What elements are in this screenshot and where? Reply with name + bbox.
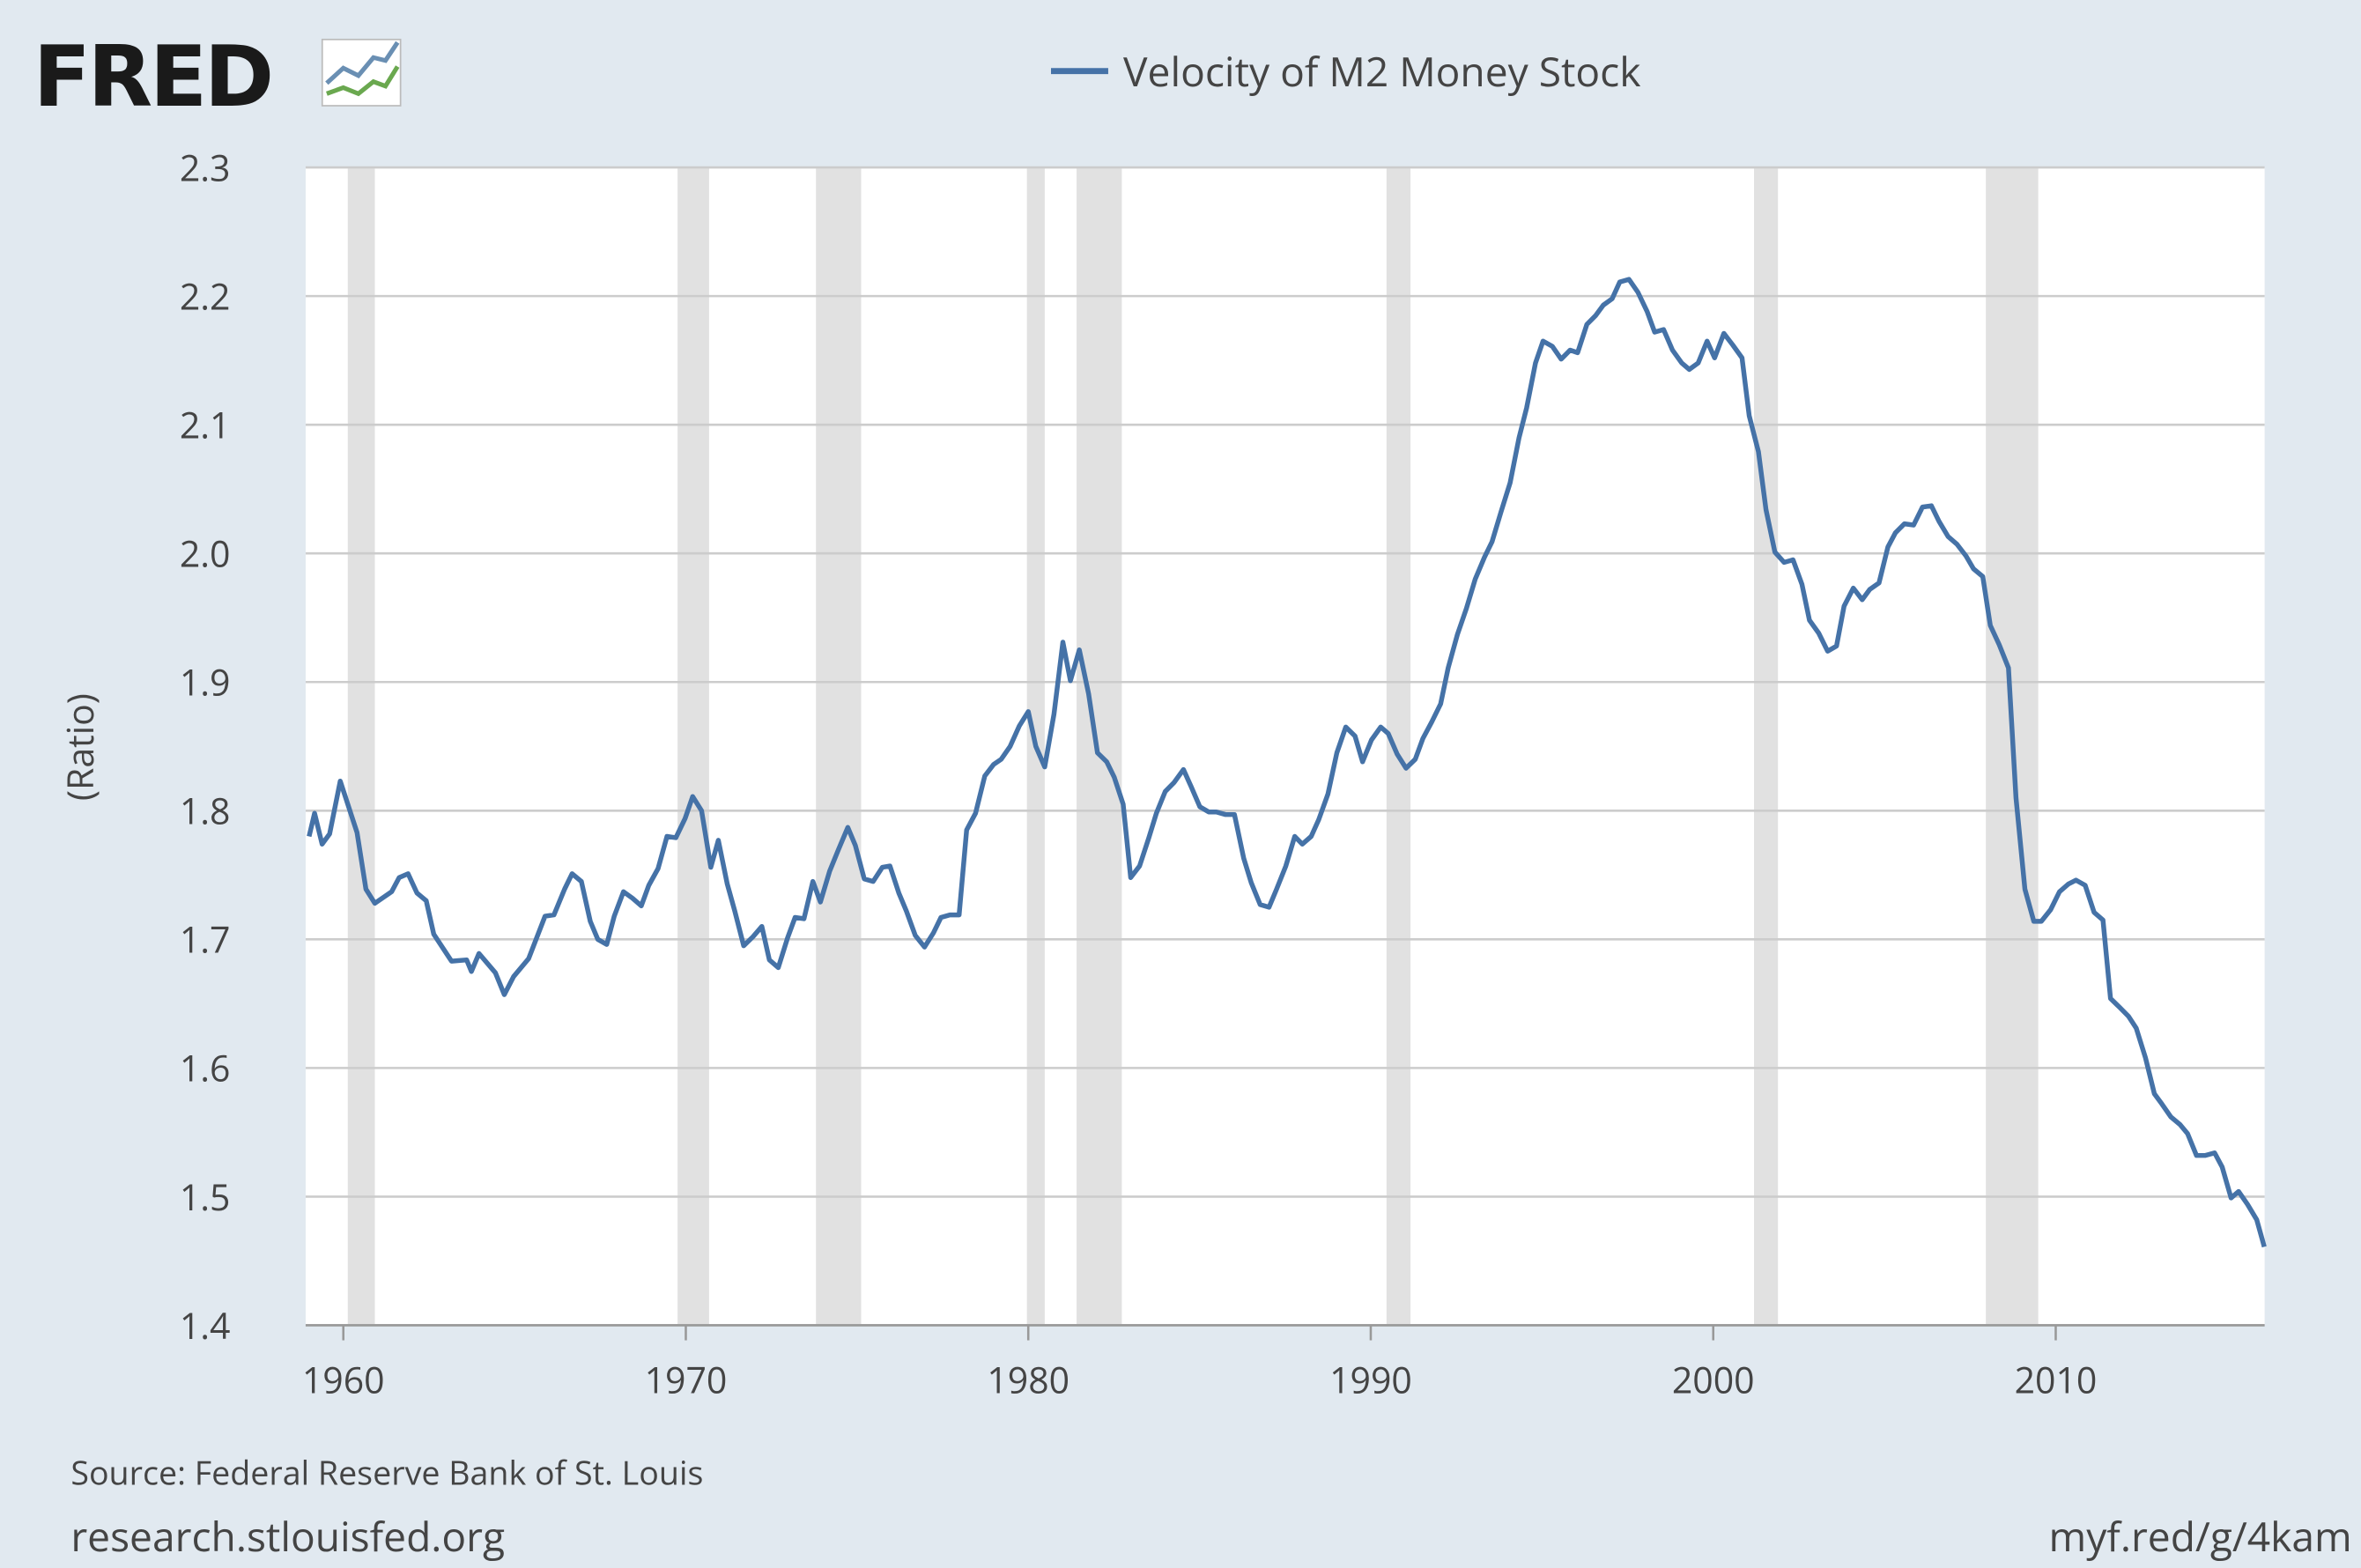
x-tick-label: 1960 [302,1355,385,1404]
recession-band [1077,167,1122,1326]
logo-icon [321,38,402,107]
short-url: myf.red/g/4kam [2049,1508,2352,1564]
plot-area [305,167,2265,1326]
y-tick-label: 1.8 [180,787,231,836]
x-tick-label: 2000 [1672,1355,1755,1404]
legend-label: Velocity of M2 Money Stock [1123,43,1640,99]
y-tick-label: 1.5 [180,1172,231,1222]
y-tick-label: 1.7 [180,915,231,965]
recession-band [1753,167,1779,1326]
y-tick-label: 1.9 [180,658,231,707]
logo: FRED [33,27,271,126]
x-tick-label: 1990 [1329,1355,1412,1404]
y-tick-label: 2.0 [180,529,231,579]
x-tick-label: 1980 [987,1355,1069,1404]
recession-band [816,167,862,1326]
recession-band [347,167,375,1326]
y-tick-label: 2.3 [180,143,231,192]
data-line [307,277,2267,1248]
y-tick-label: 1.4 [180,1301,231,1350]
recession-band [1386,167,1411,1326]
y-tick-label: 2.2 [180,272,231,322]
y-tick-label: 1.6 [180,1044,231,1093]
site: research.stlouisfed.org [70,1508,505,1564]
recession-band [677,167,709,1326]
y-axis-label: (Ratio) [56,693,105,801]
y-tick-label: 2.1 [180,401,231,450]
source: Source: Federal Reserve Bank of St. Loui… [70,1451,703,1496]
x-tick-label: 1970 [645,1355,728,1404]
x-tick-label: 2010 [2015,1355,2098,1404]
